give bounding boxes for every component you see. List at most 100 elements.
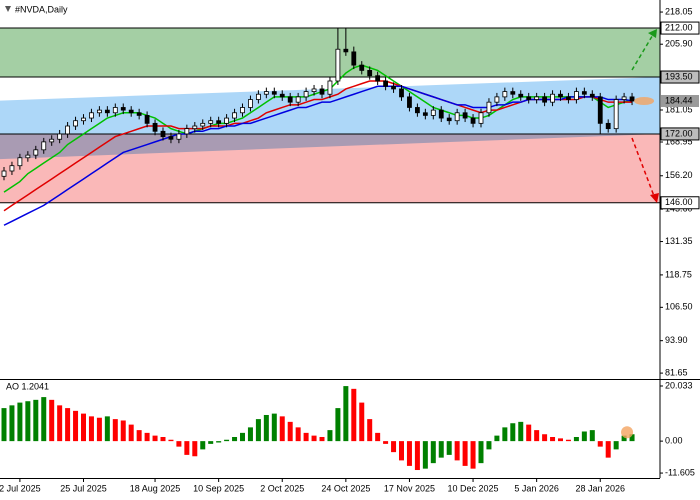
candle-body [65, 125, 70, 135]
ao-bar [573, 436, 579, 442]
ao-bar [597, 441, 603, 447]
symbol-icon [5, 6, 11, 12]
ao-bar [9, 405, 15, 442]
candle-body [438, 109, 444, 119]
ao-bar [279, 416, 285, 442]
candle-body [41, 141, 47, 151]
ao-bar [534, 430, 540, 442]
candle-body [422, 112, 428, 116]
ao-bar [192, 441, 198, 457]
x-tick-label: 5 Jan 2026 [514, 483, 559, 493]
ao-bar [605, 441, 611, 458]
candle-body [319, 88, 325, 95]
price-panel [0, 27, 660, 226]
current-price-label: 184.44 [665, 95, 693, 105]
y-tick-label: 106.50 [665, 302, 693, 312]
candle-body [303, 91, 309, 98]
y-tick-label: 93.90 [665, 335, 688, 345]
y-tick-label: 81.65 [665, 367, 688, 377]
ao-bar [263, 414, 269, 442]
candle-body [629, 96, 635, 102]
ao-bar [486, 441, 492, 450]
ao-title: AO 1.2041 [6, 381, 49, 391]
x-tick-label: 24 Oct 2025 [321, 483, 370, 493]
ao-bar [112, 419, 118, 442]
candle-body [574, 91, 579, 100]
y-tick-label: 205.90 [665, 39, 693, 49]
candle-body [287, 96, 293, 103]
candle-body [168, 136, 174, 140]
ao-bar [542, 434, 548, 442]
ao-bar [311, 435, 317, 442]
candle-body [597, 96, 603, 124]
ao-bar [470, 441, 476, 469]
ao-bar [120, 420, 126, 442]
candle-body [89, 112, 94, 119]
level-box [660, 70, 700, 84]
y-tick-label: -11.605 [665, 467, 695, 477]
x-tick-label: 17 Nov 2025 [384, 483, 435, 493]
zone [0, 133, 660, 203]
ao-bar [104, 416, 110, 442]
ao-bar [224, 439, 230, 442]
x-tick-label: 10 Sep 2025 [193, 483, 244, 493]
ao-bar [208, 441, 214, 444]
ao-bar [581, 431, 587, 442]
candle-body [621, 96, 627, 100]
candle-body [232, 112, 237, 119]
ao-bar [216, 441, 222, 443]
y-tick-label: 0.00 [665, 436, 683, 446]
x-tick-label: 25 Jul 2025 [60, 483, 107, 493]
ao-bar [629, 434, 635, 442]
down-arrow-head [650, 193, 659, 203]
ao-bar [247, 427, 253, 442]
candle-body [407, 96, 412, 108]
ao-bar [184, 441, 190, 455]
ao-bar [375, 432, 381, 442]
candle-body [327, 80, 333, 95]
candle-body [136, 112, 142, 116]
candle-body [391, 85, 396, 90]
ao-bar [152, 435, 158, 442]
candle-body [200, 122, 206, 127]
ao-bar [399, 441, 404, 461]
ao-bar [446, 441, 452, 455]
ao-bar [49, 399, 55, 442]
candle-body [192, 125, 198, 130]
level-box [660, 127, 700, 141]
ao-bar [430, 441, 436, 464]
y-tick-label: 118.75 [665, 269, 692, 279]
candle-body [17, 157, 23, 167]
ao-bar [518, 421, 524, 442]
candle-body [605, 122, 611, 130]
candle-body [144, 115, 150, 124]
candle-body [184, 128, 190, 135]
y-tick-label: 218.05 [665, 6, 693, 16]
candle-body [263, 91, 269, 95]
candle-body [462, 112, 468, 119]
x-tick-label: 10 Dec 2025 [448, 483, 499, 493]
ao-bar [391, 441, 397, 453]
x-tick-label: 2 Jul 2025 [0, 483, 41, 493]
ao-bar [414, 441, 420, 471]
x-tick-label: 2 Oct 2025 [260, 483, 304, 493]
ao-bar [494, 435, 500, 442]
ao-bar [295, 427, 301, 442]
candle-body [120, 107, 126, 111]
candle-body [160, 130, 166, 137]
candle-body [367, 70, 373, 77]
candle-body [208, 120, 214, 124]
ao-bar [287, 421, 293, 442]
candle-body [1, 170, 7, 177]
up-arrow [631, 32, 655, 71]
candle-body [97, 109, 102, 114]
candle-body [271, 91, 277, 95]
candle-body [518, 93, 524, 98]
ao-bar [200, 441, 206, 450]
ao-bar [17, 402, 23, 442]
x-tick-label: 18 Aug 2025 [130, 483, 181, 493]
candle-body [295, 96, 301, 103]
zone [0, 28, 660, 78]
candle-body [359, 64, 365, 71]
